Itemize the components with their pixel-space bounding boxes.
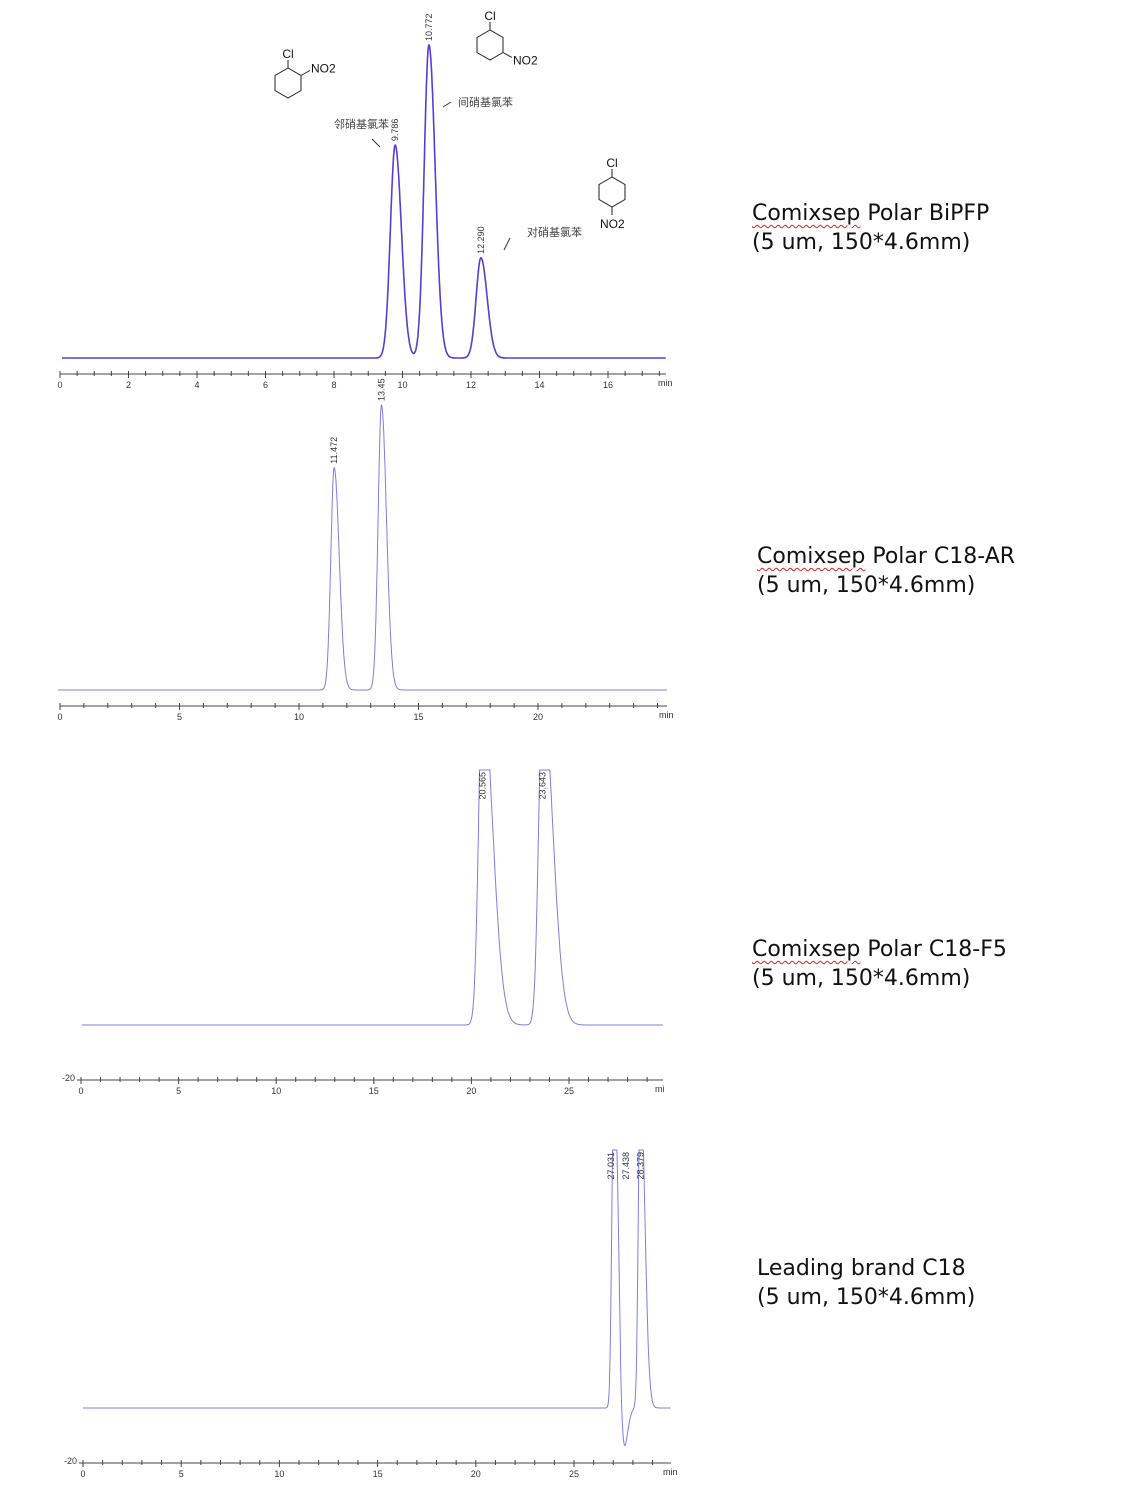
chemical-structure-para-chloronitrobenzene: Cl NO2 [598,156,626,231]
x-tick-label: 15 [373,1469,383,1479]
bond [502,52,513,58]
x-tick-label: 0 [57,712,62,722]
benzene-ring [476,29,504,61]
peak-rt-label: 27.031 [606,1152,616,1180]
x-tick-label: 15 [369,1086,379,1096]
peak-rt-label: 20.565 [477,772,487,800]
compound-label: 邻硝基氯苯 [334,117,389,131]
column-spec: (5 um, 150*4.6mm) [752,966,971,991]
x-tick-label: 25 [564,1086,574,1096]
column-spec: (5 um, 150*4.6mm) [752,230,971,255]
x-axis-unit: mi [655,1084,665,1094]
chromatogram-trace [83,1149,671,1446]
y-tick-label: -20 [64,1456,77,1466]
peak-rt-label: 9.786 [390,119,400,142]
peak-rt-label: 13.45 [376,378,386,401]
chromatogram-trace [62,44,666,359]
chromatogram-panel-3: 0 5 10 15 20 25 mi -20 20.565 23.643 [62,769,665,1096]
column-spec: (5 um, 150*4.6mm) [757,1285,976,1310]
x-tick-label: 0 [80,1469,85,1479]
x-tick-label: 16 [603,380,613,390]
column-brand: Comixsep [752,937,861,962]
x-tick-label: 6 [263,380,268,390]
x-tick-label: 8 [331,380,336,390]
compound-pointer [503,237,511,251]
x-tick-label: 0 [57,380,62,390]
peak-rt-label: 12.290 [476,226,486,254]
column-spec: (5 um, 150*4.6mm) [757,573,976,598]
peak-rt-label: 23.643 [538,772,548,800]
substituent-label: NO2 [513,54,538,68]
substituent-label: NO2 [600,217,625,231]
substituent-label: Cl [282,47,293,61]
chemical-structure-ortho-chloronitrobenzene: Cl NO2 [274,47,336,99]
compound-pointer [442,101,452,108]
chromatogram-trace [82,769,663,1026]
y-tick-label: -20 [62,1073,75,1083]
chromatogram-trace [58,404,667,691]
benzene-ring [598,176,626,208]
column-name: Polar BiPFP [867,201,990,226]
column-brand: Comixsep [752,201,861,226]
chemical-structure-meta-chloronitrobenzene: Cl NO2 [476,9,538,68]
x-tick-label: 15 [413,712,423,722]
column-label-2: Comixsep Polar C18-AR (5 um, 150*4.6mm) [757,542,1015,600]
peak-rt-label: 11.472 [329,437,339,464]
peak-rt-label: 10.772 [424,13,434,41]
column-brand: Comixsep [757,544,866,569]
compound-label: 对硝基氯苯 [527,225,582,239]
compound-pointer [371,138,381,148]
substituent-label: Cl [606,156,617,170]
x-tick-label: 25 [569,1469,579,1479]
x-tick-label: 10 [397,380,407,390]
substituent-label: NO2 [311,62,336,76]
x-tick-label: 5 [177,712,182,722]
x-tick-label: 14 [534,380,544,390]
x-tick-label: 20 [471,1469,481,1479]
x-tick-label: 0 [78,1086,83,1096]
column-name: Leading brand C18 [757,1256,966,1281]
peak-rt-label: 27.438 [621,1152,631,1180]
benzene-ring [274,67,302,99]
x-tick-label: 4 [194,380,199,390]
x-axis-unit: min [658,378,673,388]
x-axis-unit: min [659,710,674,720]
x-axis-unit: min [663,1467,678,1477]
x-tick-label: 2 [126,380,131,390]
column-label-3: Comixsep Polar C18-F5 (5 um, 150*4.6mm) [752,935,1007,993]
x-tick-label: 5 [176,1086,181,1096]
x-tick-label: 10 [271,1086,281,1096]
peak-rt-label: 28.379 [635,1152,645,1180]
compound-label: 间硝基氯苯 [458,95,513,109]
column-name: Polar C18-F5 [867,937,1007,962]
bond [300,70,311,76]
x-tick-label: 5 [179,1469,184,1479]
x-tick-label: 20 [466,1086,476,1096]
x-tick-label: 20 [533,712,543,722]
substituent-label: Cl [484,9,495,23]
x-tick-label: 12 [466,380,476,390]
column-label-4: Leading brand C18 (5 um, 150*4.6mm) [757,1254,975,1312]
column-name: Polar C18-AR [872,544,1016,569]
chromatogram-panel-4: 0 5 10 15 20 25 min -20 27.031 27.438 28.379 [64,1149,678,1479]
x-tick-label: 10 [274,1469,284,1479]
x-tick-label: 10 [294,712,304,722]
column-label-1: Comixsep Polar BiPFP (5 um, 150*4.6mm) [752,199,989,257]
